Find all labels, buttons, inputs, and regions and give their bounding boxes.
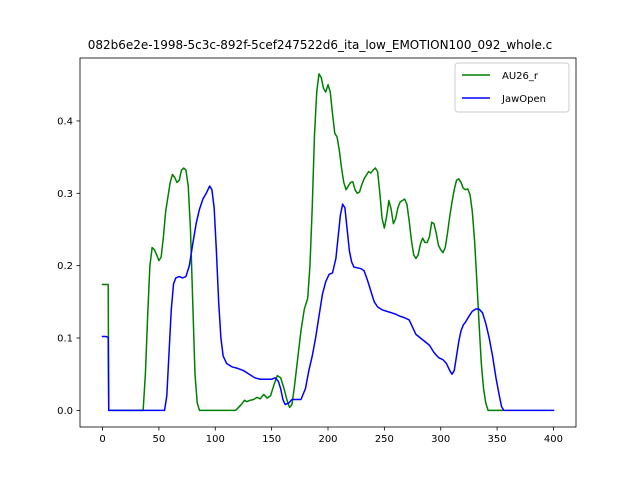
legend-label-jawopen: JawOpen	[501, 94, 546, 105]
y-tick-label: 0.0	[57, 406, 73, 417]
series-line-jawopen	[101, 185, 555, 412]
x-tick-label: 200	[318, 434, 337, 445]
legend: AU26_r JawOpen	[454, 62, 570, 113]
y-tick-label: 0.4	[57, 116, 73, 127]
x-tick-label: 400	[544, 434, 563, 445]
x-tick-label: 250	[375, 434, 394, 445]
x-tick-label: 350	[488, 434, 507, 445]
x-tick-label: 100	[206, 434, 225, 445]
x-tick-label: 150	[262, 434, 281, 445]
y-axis: 0.0 0.1 0.2 0.3 0.4	[57, 116, 80, 417]
y-tick-label: 0.3	[57, 189, 73, 200]
chart-title: 082b6e2e-1998-5c3c-892f-5cef247522d6_ita…	[88, 38, 553, 52]
x-tick-label: 0	[99, 434, 105, 445]
series-line-au26-r	[101, 73, 504, 412]
x-axis: 0 50 100 150 200 250 300 350 400	[99, 427, 563, 445]
y-tick-label: 0.1	[57, 334, 73, 345]
y-tick-label: 0.2	[57, 261, 73, 272]
series-lines	[101, 73, 555, 412]
x-tick-label: 300	[431, 434, 450, 445]
plot-area: 0 50 100 150 200 250 300 350 400 0.0 0.1 0.2 0.3 0.4	[57, 57, 577, 445]
legend-label-au26-r: AU26_r	[502, 71, 539, 82]
x-tick-label: 50	[153, 434, 166, 445]
